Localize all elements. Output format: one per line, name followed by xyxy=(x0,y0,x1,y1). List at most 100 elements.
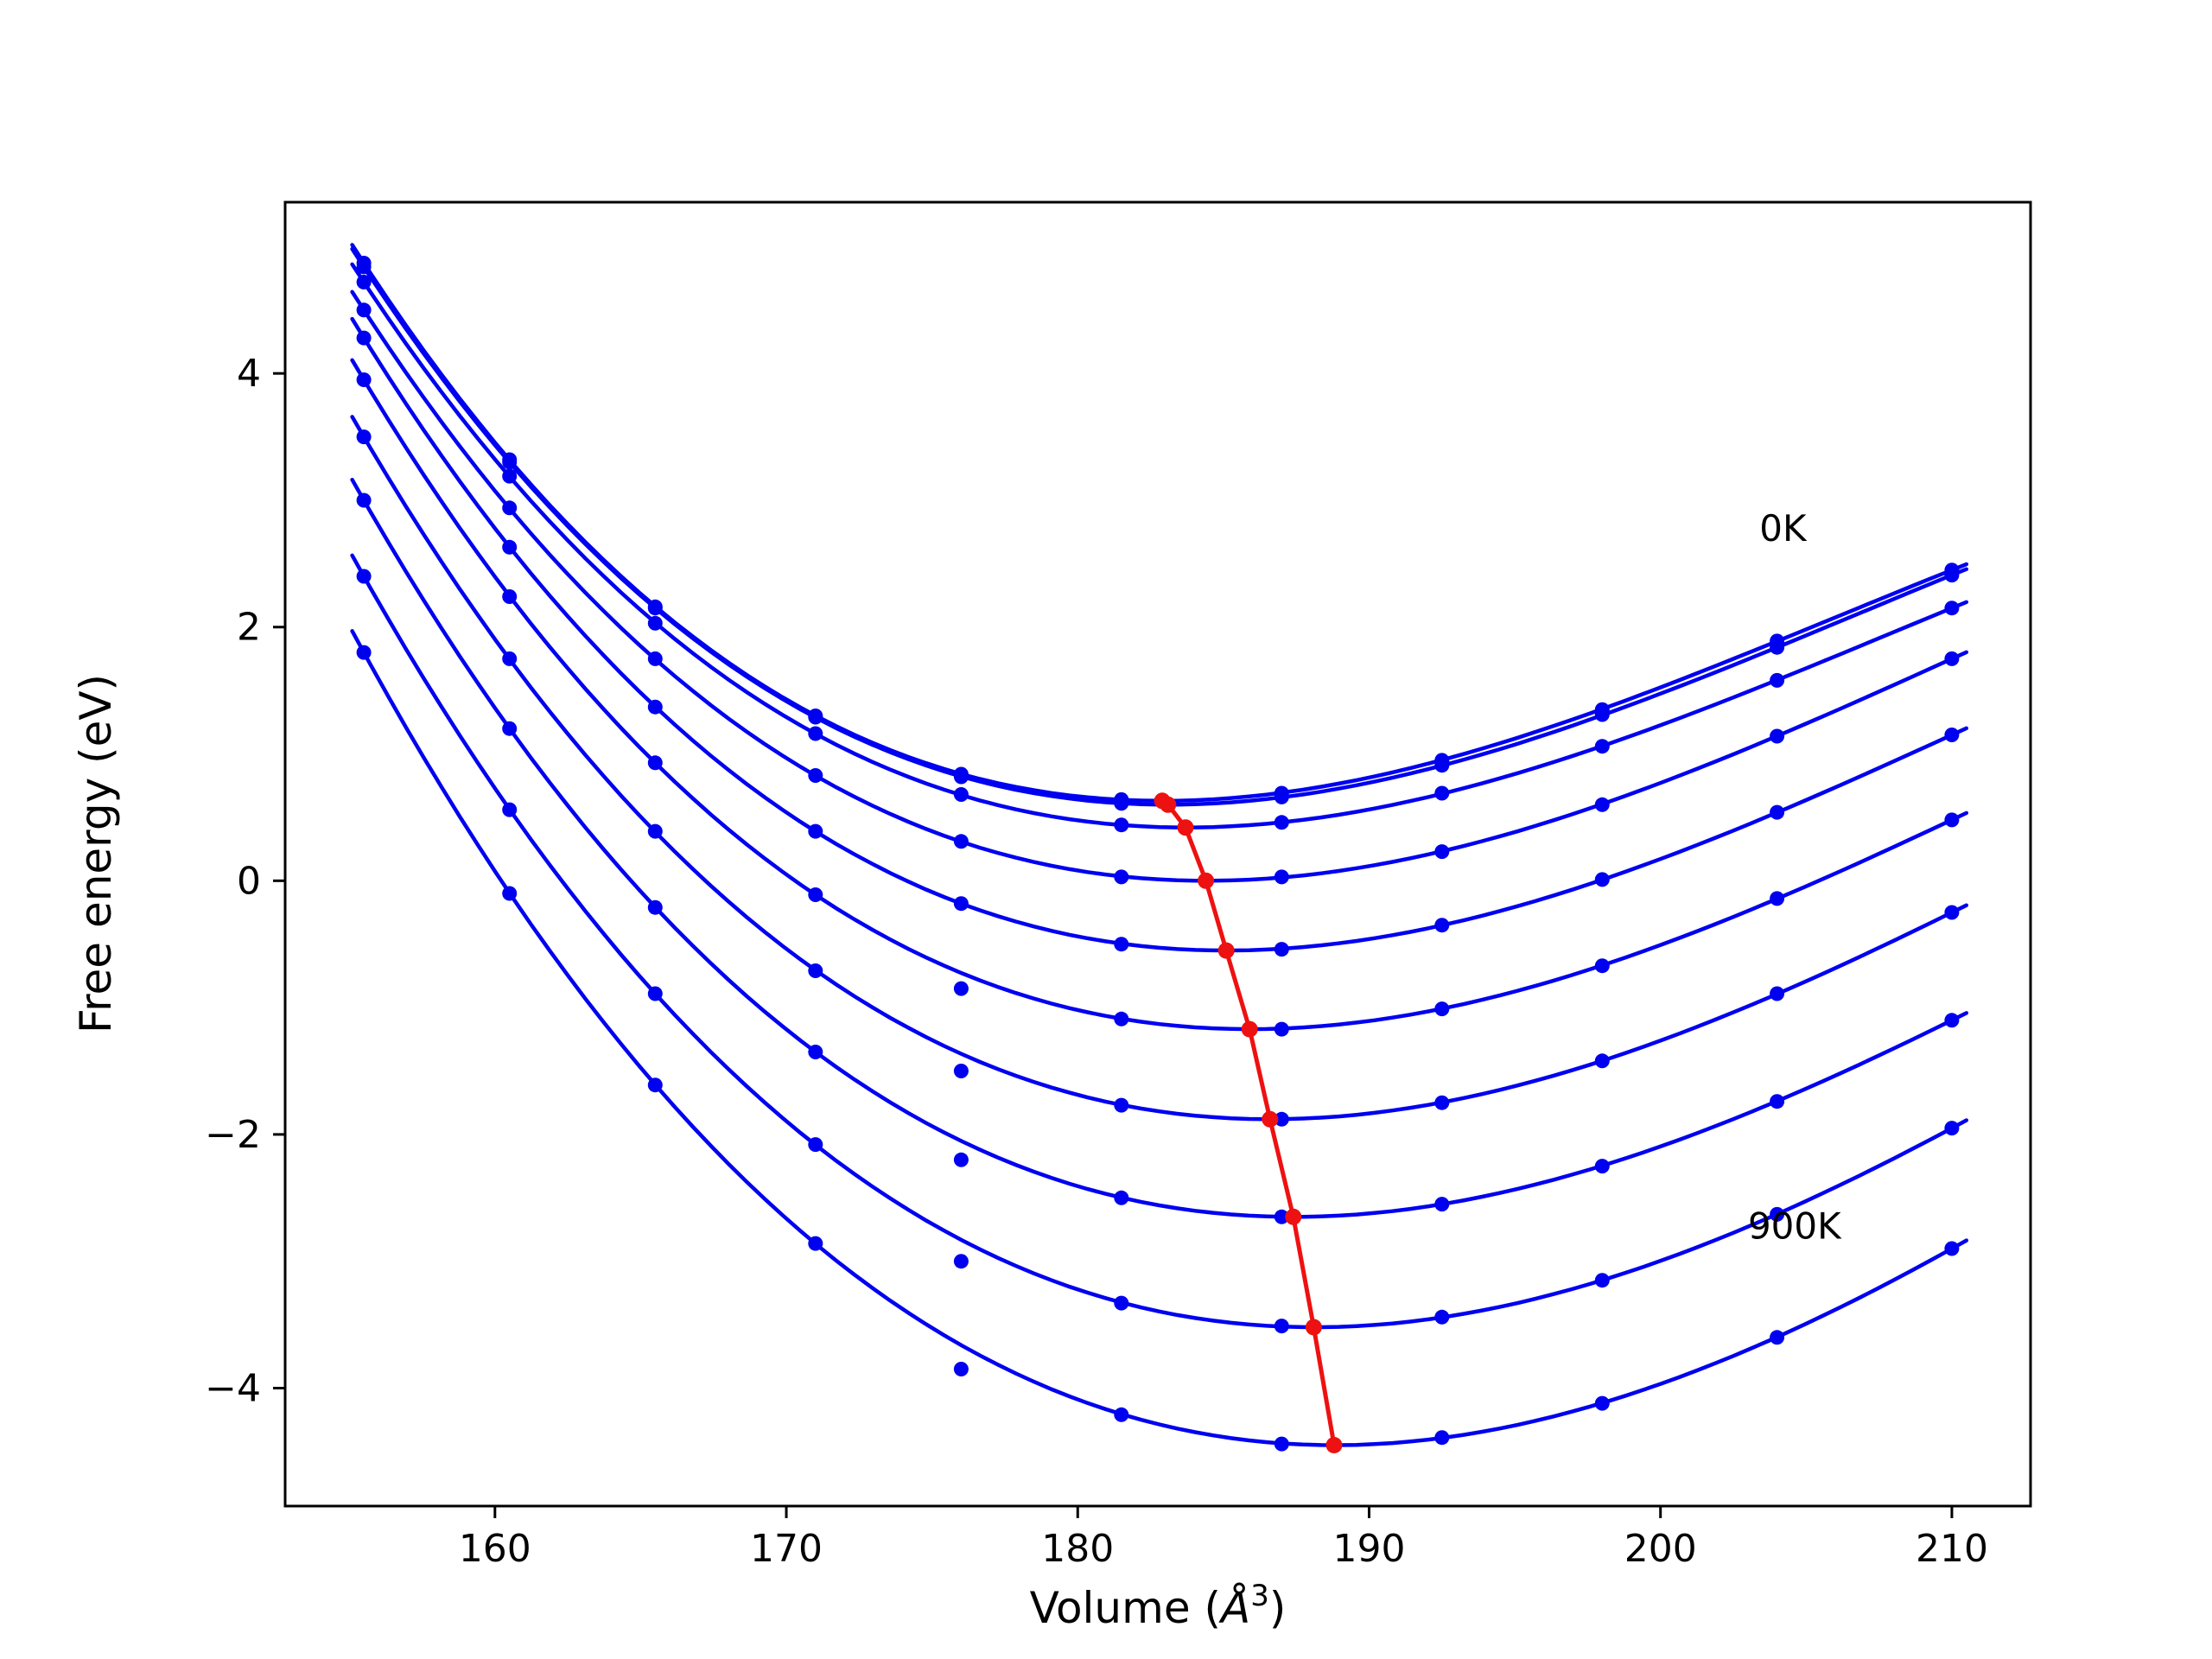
data-point-400K xyxy=(1770,804,1785,820)
data-point-800K xyxy=(1114,1295,1129,1311)
data-point-200K xyxy=(1434,785,1450,801)
data-point-400K xyxy=(953,896,969,912)
data-point-900K xyxy=(502,886,518,901)
data-point-400K xyxy=(356,330,372,346)
data-point-700K xyxy=(502,721,518,736)
equilibrium-point xyxy=(1160,796,1177,813)
data-point-400K xyxy=(647,699,663,715)
data-point-900K xyxy=(808,1236,823,1251)
x-tick-label: 160 xyxy=(459,1527,531,1571)
x-tick-label: 190 xyxy=(1332,1527,1405,1571)
fit-curve-200K xyxy=(350,262,1969,830)
data-point-300K xyxy=(1944,651,1960,666)
data-point-200K xyxy=(647,615,663,631)
fit-curve-100K xyxy=(350,246,1969,807)
equilibrium-point xyxy=(1198,872,1215,889)
data-point-600K xyxy=(502,651,518,666)
y-tick-label: −4 xyxy=(205,1366,261,1410)
data-point-600K xyxy=(1434,1095,1450,1110)
data-point-100K xyxy=(808,709,823,725)
data-point-800K xyxy=(1594,1273,1610,1288)
temperature-annotation: 900K xyxy=(1748,1205,1842,1247)
data-point-100K xyxy=(1594,707,1610,722)
y-axis-ticks: −4 −2 0 2 4 xyxy=(205,352,285,1410)
x-tick-label: 210 xyxy=(1916,1527,1988,1571)
data-point-400K xyxy=(1114,937,1129,952)
data-point-900K xyxy=(1274,1436,1289,1452)
axes-frame xyxy=(283,200,2032,1508)
data-point-700K xyxy=(1944,1013,1960,1028)
data-point-500K xyxy=(1434,1001,1450,1017)
fit-curves-layer xyxy=(350,243,1969,1447)
data-point-100K xyxy=(647,601,663,616)
x-tick-label: 200 xyxy=(1624,1527,1697,1571)
fit-curve-500K xyxy=(350,358,1969,1032)
data-point-700K xyxy=(808,1045,823,1059)
data-point-600K xyxy=(1594,1053,1610,1069)
fit-curve-800K xyxy=(350,553,1969,1330)
data-point-800K xyxy=(1434,1309,1450,1325)
data-point-100K xyxy=(502,454,518,470)
data-point-600K xyxy=(1770,986,1785,1001)
data-point-600K xyxy=(647,823,663,839)
y-tick-label: −2 xyxy=(205,1113,261,1157)
data-point-300K xyxy=(647,651,663,666)
data-point-900K xyxy=(953,1362,969,1376)
data-point-200K xyxy=(1594,739,1610,754)
y-tick-label: 4 xyxy=(237,352,261,396)
equilibrium-point xyxy=(1217,942,1235,959)
data-point-200K xyxy=(1944,601,1960,616)
data-point-300K xyxy=(953,834,969,849)
data-point-100K xyxy=(356,259,372,275)
data-point-100K xyxy=(1114,796,1129,811)
data-point-100K xyxy=(953,769,969,785)
data-point-400K xyxy=(808,823,823,839)
equilibrium-point xyxy=(1241,1020,1258,1038)
data-point-900K xyxy=(1594,1395,1610,1411)
data-point-800K xyxy=(1274,1319,1289,1334)
data-points-layer xyxy=(356,256,1960,1452)
data-point-800K xyxy=(953,1254,969,1269)
equilibrium-point xyxy=(1177,819,1194,836)
data-point-700K xyxy=(953,1152,969,1167)
data-point-700K xyxy=(1274,1209,1289,1224)
fit-curve-400K xyxy=(350,316,1969,953)
fit-curve-300K xyxy=(350,289,1969,883)
fit-curve-700K xyxy=(350,477,1969,1219)
data-point-400K xyxy=(1434,918,1450,933)
data-point-200K xyxy=(502,468,518,484)
annotations-layer: 0K 900K xyxy=(1748,507,1842,1247)
equilibrium-point xyxy=(1285,1208,1302,1225)
data-point-300K xyxy=(1770,728,1785,744)
data-point-100K xyxy=(1770,639,1785,655)
equilibrium-point xyxy=(1325,1437,1343,1453)
data-point-500K xyxy=(502,589,518,604)
data-point-300K xyxy=(1594,797,1610,812)
data-point-600K xyxy=(356,429,372,445)
data-point-700K xyxy=(356,493,372,508)
data-point-200K xyxy=(808,726,823,741)
data-point-300K xyxy=(502,500,518,516)
data-point-300K xyxy=(1274,869,1289,885)
temperature-annotation: 0K xyxy=(1759,507,1808,550)
data-point-600K xyxy=(953,1064,969,1078)
data-point-300K xyxy=(808,768,823,783)
fit-curve-0K xyxy=(350,243,1969,804)
data-point-500K xyxy=(1594,958,1610,974)
data-point-300K xyxy=(356,302,372,318)
data-point-200K xyxy=(1770,672,1785,688)
data-point-300K xyxy=(1434,844,1450,860)
data-point-800K xyxy=(1770,1206,1785,1222)
data-point-100K xyxy=(1274,789,1289,804)
data-point-100K xyxy=(1944,568,1960,583)
data-point-900K xyxy=(1944,1241,1960,1256)
data-point-900K xyxy=(1114,1407,1129,1422)
data-point-700K xyxy=(647,899,663,915)
data-point-500K xyxy=(1770,891,1785,906)
data-point-800K xyxy=(356,569,372,584)
data-point-700K xyxy=(1114,1190,1129,1205)
data-point-600K xyxy=(1944,905,1960,920)
data-point-900K xyxy=(356,645,372,660)
